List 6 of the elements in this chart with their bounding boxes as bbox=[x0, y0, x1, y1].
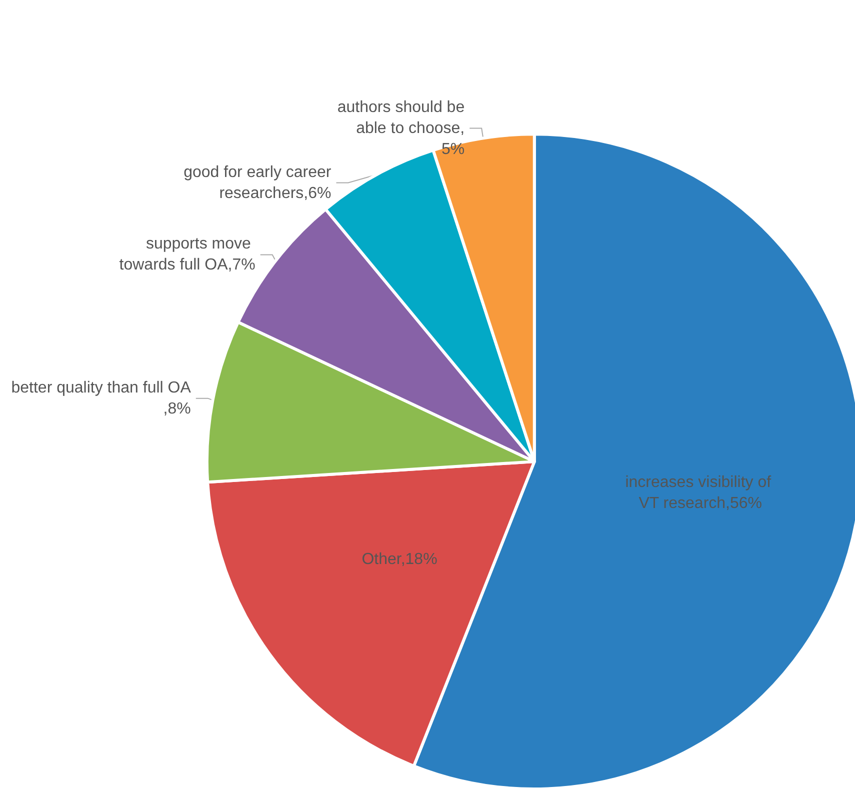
slice-label: authors should be able to choose,5% bbox=[337, 98, 465, 158]
slice-label: better quality than full OA,8% bbox=[11, 379, 192, 418]
slice-label: increases visibility of VT research,56% bbox=[625, 474, 772, 512]
slice-label: Other,18% bbox=[362, 551, 438, 568]
slice-label: supports move towards full OA,7% bbox=[119, 236, 256, 274]
slice-label: good for early career researchers,6% bbox=[184, 164, 332, 202]
